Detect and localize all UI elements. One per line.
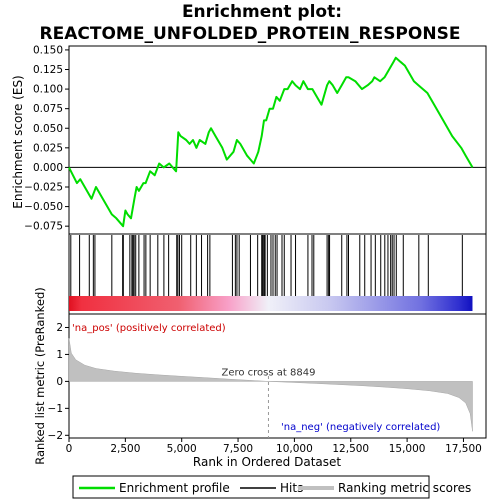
metric-y-tick-label: −1 <box>48 403 63 415</box>
x-tick-label: 7,500 <box>223 443 253 455</box>
x-tick-label: 2,500 <box>110 443 140 455</box>
metric-area-group <box>68 338 473 432</box>
zero-cross-label: Zero cross at 8849 <box>221 367 315 378</box>
legend: Enrichment profile Hits Ranking metric s… <box>72 475 471 499</box>
x-axis: 0 2,500 5,000 7,500 10,000 12,500 15,000 17,500 <box>66 438 482 455</box>
es-y-tick-label: 0.125 <box>33 64 63 76</box>
es-y-tick-label: −0.075 <box>24 221 63 233</box>
legend-hits-label: Hits <box>280 481 303 495</box>
x-axis-title: Rank in Ordered Dataset <box>193 455 341 469</box>
es-y-axis: −0.075 −0.050 −0.025 0.000 0.025 0.050 0.075 0.… <box>24 44 69 233</box>
x-tick-label: 10,000 <box>276 443 313 455</box>
rank-color-bar <box>69 296 473 311</box>
legend-metric-label: Ranking metric scores <box>338 481 471 495</box>
metric-y-tick-label: 2 <box>56 322 63 334</box>
metric-y-tick-label: 0 <box>56 376 63 388</box>
x-tick-label: 12,500 <box>332 443 369 455</box>
es-y-axis-title: Enrichment score (ES) <box>11 75 25 208</box>
legend-es-label: Enrichment profile <box>119 481 230 495</box>
colorbar-rect <box>69 296 473 311</box>
es-y-tick-label: 0.025 <box>33 142 63 154</box>
neg-correlated-label: 'na_neg' (negatively correlated) <box>281 422 440 433</box>
x-tick-label: 17,500 <box>445 443 482 455</box>
metric-y-axis: −2 −1 0 1 2 <box>48 322 69 442</box>
x-tick-label: 5,000 <box>167 443 197 455</box>
es-y-tick-label: −0.025 <box>24 182 63 194</box>
es-y-tick-label: 0.100 <box>33 84 63 96</box>
hit-marks-group <box>70 235 463 296</box>
es-panel-frame <box>68 45 487 235</box>
es-y-tick-label: −0.050 <box>24 201 63 213</box>
es-y-tick-label: 0.000 <box>33 162 63 174</box>
es-y-tick-label: 0.075 <box>33 103 63 115</box>
chart-title-line2: REACTOME_UNFOLDED_PROTEIN_RESPONSE <box>40 24 461 44</box>
chart-title-line1: Enrichment plot: <box>182 2 342 22</box>
metric-y-tick-label: −2 <box>48 430 63 442</box>
metric-area <box>68 338 473 432</box>
x-tick-label: 0 <box>66 443 73 455</box>
legend-box <box>72 475 430 499</box>
pos-correlated-label: 'na_pos' (positively correlated) <box>72 323 226 334</box>
x-tick-label: 15,000 <box>389 443 426 455</box>
metric-y-tick-label: 1 <box>56 349 63 361</box>
es-curve-group <box>68 56 474 228</box>
es-y-tick-label: 0.050 <box>33 123 63 135</box>
es-y-tick-label: 0.150 <box>33 44 63 56</box>
es-curve <box>68 56 474 228</box>
metric-y-axis-title: Ranked list metric (PreRanked) <box>33 287 47 465</box>
